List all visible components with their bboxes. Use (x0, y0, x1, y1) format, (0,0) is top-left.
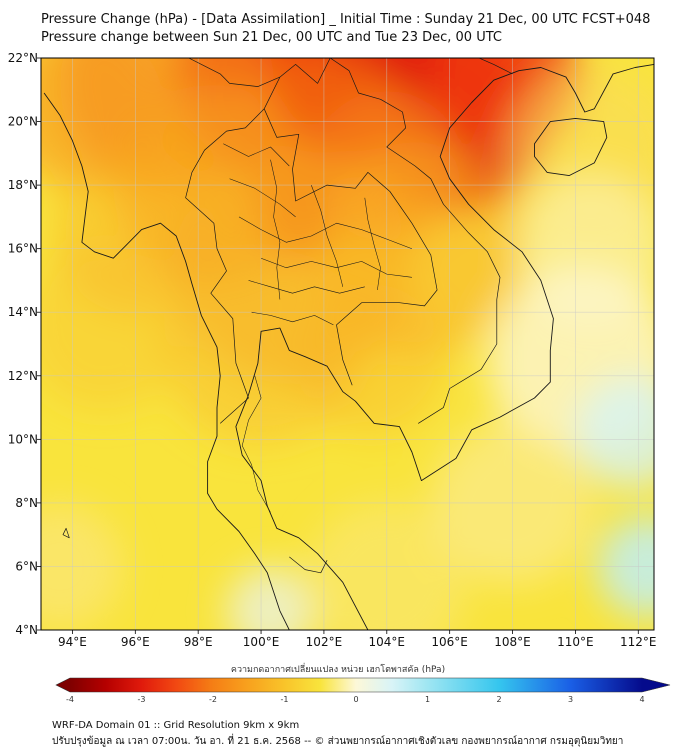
lat-tick-label: 6°N (15, 559, 38, 573)
lon-tick-label: 94°E (58, 635, 87, 649)
province-boundary-3 (261, 257, 412, 278)
lat-tick-label: 20°N (8, 115, 38, 129)
province-boundary-9 (241, 375, 271, 513)
lon-tick-label: 96°E (121, 635, 150, 649)
model-info: WRF-DA Domain 01 :: Grid Resolution 9km … (52, 720, 300, 731)
lat-tick-label: 22°N (8, 51, 38, 65)
lat-tick-label: 8°N (15, 496, 38, 510)
border-thailand-malaysia (289, 556, 328, 574)
colorbar-max-arrow (642, 678, 670, 692)
colorbar-tick-label: -2 (209, 695, 217, 704)
province-boundary-7 (364, 197, 381, 291)
province-boundary-5 (251, 311, 334, 326)
colorbar-gradient (70, 678, 642, 692)
colorbar-tick-label: -4 (66, 695, 74, 704)
longitude-axis: 94°E 96°E 98°E 100°E 102°E 104°E 106°E 108°E 110… (58, 630, 657, 649)
lon-tick-label: 112°E (620, 635, 657, 649)
lat-tick-label: 14°N (8, 305, 38, 319)
map-subtitle: Pressure change between Sun 21 Dec, 00 U… (41, 30, 502, 45)
lon-tick-label: 98°E (184, 635, 213, 649)
field-blob-20 (575, 376, 654, 490)
lat-tick-label: 16°N (8, 242, 38, 256)
lat-tick-label: 18°N (8, 178, 38, 192)
coastline-hainan (534, 117, 608, 177)
province-boundary-1 (229, 178, 296, 218)
lon-tick-label: 104°E (369, 635, 406, 649)
field-blob-23 (226, 566, 315, 630)
border-myanmar-thailand (185, 108, 265, 424)
coastline-east (235, 63, 654, 630)
province-boundary-8 (270, 159, 281, 300)
field-blob-16 (41, 246, 186, 410)
province-boundary-2 (238, 216, 412, 249)
border-vietnam-china (330, 58, 513, 75)
lon-tick-label: 110°E (557, 635, 594, 649)
border-laos-vietnam-cambodia (263, 58, 501, 424)
colorbar-tick-label: 1 (425, 695, 430, 704)
lat-tick-label: 4°N (15, 623, 38, 637)
lat-tick-label: 12°N (8, 369, 38, 383)
colorbar-outline (55, 677, 671, 693)
lon-tick-label: 108°E (494, 635, 531, 649)
coastline-west (43, 92, 290, 630)
colorbar-tick-label: 0 (353, 695, 358, 704)
colorbar: -4 -3 -2 -1 0 1 2 3 4 (55, 677, 671, 704)
border-myanmar-china (188, 58, 281, 87)
colorbar-tick-label: -3 (138, 695, 146, 704)
colorbar-tick-label: 2 (496, 695, 501, 704)
coastline-nicobar (62, 527, 70, 539)
border-thailand-laos-cambodia (263, 108, 438, 386)
field-blob-15 (295, 284, 447, 436)
latitude-axis: 22°N 20°N 18°N 16°N 14°N 12°N 10°N 8°N 6°N 4°N (8, 51, 41, 637)
lat-tick-label: 10°N (8, 432, 38, 446)
plot-area (41, 58, 654, 630)
colorbar-tick-label: 4 (639, 695, 644, 704)
coastlines-and-borders (41, 58, 654, 630)
colorbar-min-arrow (56, 678, 70, 692)
colorbar-title: ความกดอากาศเปลี่ยนแปลง หน่วย เฮกโตพาสคัล… (230, 665, 446, 675)
pressure-field (41, 58, 654, 630)
update-credit: ปรับปรุงข้อมูล ณ เวลา 07:00น. วัน อา. ที… (52, 736, 624, 747)
colorbar-tick-label: 3 (568, 695, 573, 704)
plot-frame (40, 57, 655, 631)
colorbar-tick-label: -1 (281, 695, 289, 704)
province-boundary-0 (223, 143, 290, 167)
province-boundary-6 (311, 185, 344, 287)
lon-tick-label: 106°E (431, 635, 468, 649)
map-title: Pressure Change (hPa) - [Data Assimilati… (41, 12, 651, 27)
lon-tick-label: 100°E (243, 635, 280, 649)
lon-tick-label: 102°E (306, 635, 343, 649)
province-boundary-4 (248, 280, 365, 294)
